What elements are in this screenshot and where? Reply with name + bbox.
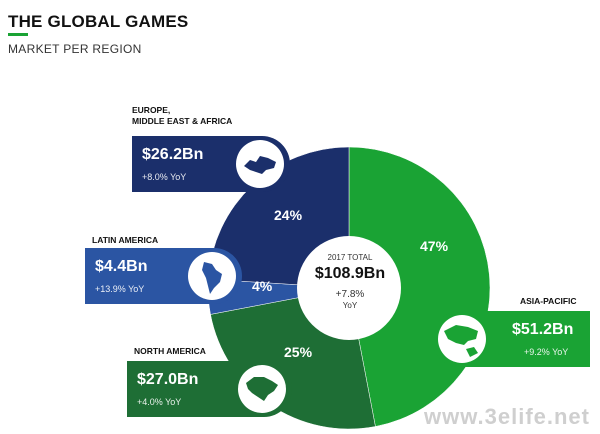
region-label-europe-line2: MIDDLE EAST & AFRICA [132, 116, 233, 126]
pie-label-north-america: 25% [284, 344, 313, 360]
region-label-north-america: NORTH AMERICA [134, 346, 206, 356]
center-yoy-label: YoY [342, 301, 358, 310]
card-europe: $26.2Bn +8.0% YoY [132, 136, 290, 192]
pie-center-hole [297, 236, 401, 340]
region-label-europe: EUROPE, MIDDLE EAST & AFRICA [132, 105, 232, 127]
pie-label-europe: 24% [274, 207, 303, 223]
region-label-asia-pacific: ASIA-PACIFIC [520, 296, 577, 306]
pie-label-latin-america: 4% [252, 278, 273, 294]
page-subtitle: MARKET PER REGION [8, 42, 142, 56]
card-north-america-yoy: +4.0% YoY [137, 397, 182, 407]
card-asia-pacific-yoy: +9.2% YoY [524, 347, 569, 357]
page-title: THE GLOBAL GAMES [8, 12, 189, 31]
europe-map-icon [236, 140, 284, 188]
card-latin-america-value: $4.4Bn [95, 258, 148, 275]
center-total-label: 2017 TOTAL [327, 253, 373, 262]
latin-america-map-icon [188, 252, 236, 300]
card-asia-pacific-value: $51.2Bn [512, 321, 574, 338]
region-label-latin-america: LATIN AMERICA [92, 235, 159, 245]
card-latin-america: $4.4Bn +13.9% YoY [85, 248, 242, 304]
card-europe-yoy: +8.0% YoY [142, 172, 187, 182]
center-yoy-value: +7.8% [335, 289, 365, 300]
card-latin-america-yoy: +13.9% YoY [95, 284, 145, 294]
pie-label-asia-pacific: 47% [420, 238, 449, 254]
card-europe-value: $26.2Bn [142, 146, 204, 163]
card-asia-pacific: $51.2Bn +9.2% YoY [432, 311, 590, 367]
region-label-europe-line1: EUROPE, [132, 105, 171, 115]
card-north-america-value: $27.0Bn [137, 371, 199, 388]
asia-pacific-map-icon [438, 315, 486, 363]
title-accent-bar [8, 33, 28, 36]
watermark: www.3elife.net [423, 404, 590, 429]
card-north-america: $27.0Bn +4.0% YoY [127, 361, 292, 417]
center-total-value: $108.9Bn [314, 265, 386, 282]
north-america-map-icon [238, 365, 286, 413]
